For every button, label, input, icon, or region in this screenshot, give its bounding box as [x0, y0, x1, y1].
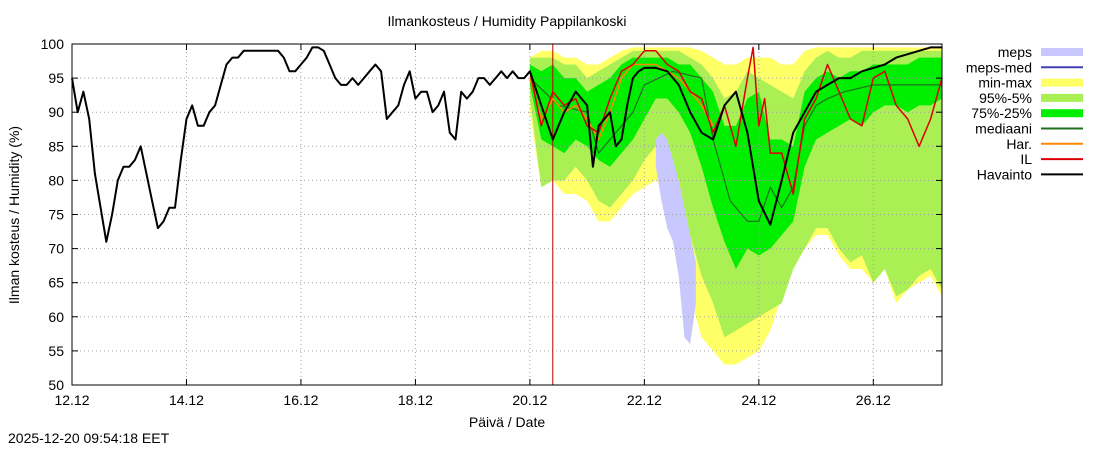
- series-har: [529, 63, 714, 141]
- y-tick-label: 50: [48, 377, 64, 393]
- legend-label-meps_med: meps-med: [966, 59, 1032, 75]
- band-p75-25: [529, 57, 942, 270]
- generated-timestamp: 2025-12-20 09:54:18 EET: [8, 430, 170, 446]
- y-axis-label: Ilman kosteus / Humidity (%): [6, 126, 22, 304]
- x-tick-label: 20.12: [512, 392, 547, 408]
- x-tick-label: 26.12: [856, 392, 891, 408]
- x-tick-label: 18.12: [398, 392, 433, 408]
- y-tick-label: 80: [48, 172, 64, 188]
- band-layer: [529, 47, 942, 365]
- legend-label-il: IL: [1020, 151, 1032, 167]
- legend-swatch-p95_5: [1041, 93, 1083, 102]
- band-meps: [655, 132, 696, 345]
- axes-layer: 50 55 60 65 70 75 80 85 90 95 100 12.12 14.12 16.12 18…: [41, 36, 943, 408]
- legend: mepsmeps-medmin-max95%-5%75%-25%mediaani…: [966, 44, 1083, 182]
- chart-title: Ilmankosteus / Humidity Pappilankoski: [388, 13, 627, 29]
- line-layer: [71, 44, 943, 385]
- series-mediaani: [529, 70, 942, 222]
- y-tick-label: 90: [48, 104, 64, 120]
- x-tick-label: 12.12: [54, 392, 89, 408]
- legend-label-p95_5: 95%-5%: [979, 90, 1032, 106]
- legend-swatch-p75_25: [1041, 109, 1083, 118]
- series-havainto: [71, 46, 942, 243]
- y-tick-label: 60: [48, 309, 64, 325]
- legend-label-meps: meps: [998, 44, 1032, 60]
- y-tick-label: 55: [48, 343, 64, 359]
- legend-swatch-meps: [1041, 48, 1083, 56]
- legend-label-har: Har.: [1006, 136, 1032, 152]
- y-tick-label: 85: [48, 138, 64, 154]
- legend-label-p75_25: 75%-25%: [971, 105, 1032, 121]
- x-tick-label: 14.12: [169, 392, 204, 408]
- legend-label-min_max: min-max: [978, 75, 1032, 91]
- legend-label-havainto: Havainto: [977, 166, 1032, 182]
- x-tick-label: 22.12: [627, 392, 662, 408]
- y-tick-label: 70: [48, 241, 64, 257]
- y-tick-label: 65: [48, 275, 64, 291]
- legend-swatch-min_max: [1041, 78, 1083, 87]
- y-tick-label: 100: [41, 36, 65, 52]
- x-axis-label: Päivä / Date: [469, 414, 545, 430]
- legend-label-mediaani: mediaani: [975, 121, 1032, 137]
- x-tick-label: 24.12: [741, 392, 776, 408]
- y-tick-label: 75: [48, 207, 64, 223]
- y-tick-label: 95: [48, 70, 64, 86]
- x-tick-label: 16.12: [283, 392, 318, 408]
